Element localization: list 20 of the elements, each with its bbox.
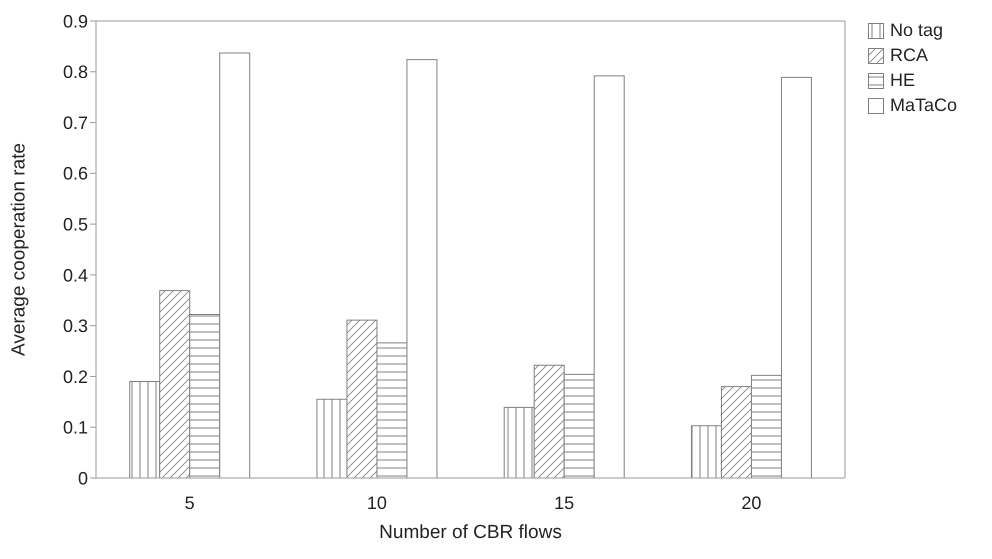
y-tick-label: 0.7 (62, 112, 88, 133)
legend-label: MaTaCo (890, 95, 958, 116)
x-axis-title: Number of CBR flows (379, 522, 562, 543)
legend-label: No tag (890, 20, 944, 41)
y-tick-label: 0.3 (62, 316, 88, 336)
legend-label: RCA (890, 45, 928, 66)
x-tick-label: 20 (741, 492, 762, 513)
x-tick-label: 10 (366, 492, 387, 513)
y-tick-label: 0.9 (62, 11, 88, 32)
x-tick-label: 5 (184, 492, 195, 513)
y-tick-label: 0.6 (62, 164, 88, 184)
y-tick-label: 0.5 (62, 214, 88, 234)
y-tick-label: 0.4 (62, 265, 88, 286)
y-axis-title: Average cooperation rate (8, 142, 30, 356)
y-tick-label: 0 (78, 468, 88, 488)
legend-label: HE (890, 70, 916, 91)
y-tick-label: 0.2 (62, 366, 88, 387)
y-tick-label: 0.8 (62, 62, 88, 82)
x-tick-label: 15 (554, 492, 574, 513)
y-tick-label: 0.1 (62, 418, 88, 438)
